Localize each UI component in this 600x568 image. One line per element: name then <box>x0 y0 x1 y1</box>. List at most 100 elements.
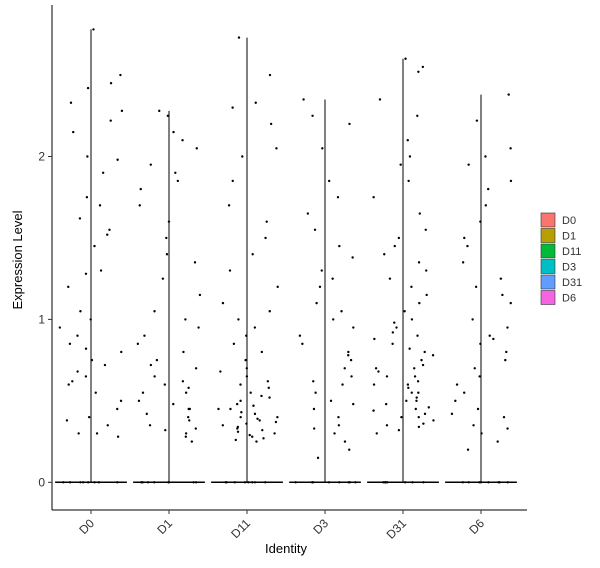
data-point <box>391 342 394 346</box>
data-point <box>69 101 73 104</box>
data-point <box>108 228 111 232</box>
data-point <box>253 412 257 416</box>
data-point <box>194 367 198 370</box>
data-point <box>347 350 350 354</box>
data-point <box>404 57 407 60</box>
data-point <box>348 448 351 451</box>
data-point <box>249 391 252 394</box>
data-point <box>86 155 89 158</box>
data-point <box>320 269 323 272</box>
data-point <box>416 114 419 117</box>
data-point <box>276 285 279 289</box>
data-point <box>256 417 259 420</box>
data-point <box>192 481 195 484</box>
data-point <box>427 406 430 409</box>
data-point <box>184 391 188 394</box>
data-point <box>119 399 123 403</box>
data-point <box>343 440 347 443</box>
data-point <box>352 402 355 406</box>
data-point <box>78 217 82 220</box>
data-point <box>418 212 421 215</box>
legend-swatch <box>540 274 556 290</box>
data-point <box>228 269 232 272</box>
data-point <box>417 261 421 264</box>
data-point <box>333 432 336 435</box>
data-point <box>504 358 507 362</box>
data-point <box>153 481 156 484</box>
data-point <box>393 244 396 248</box>
data-point <box>497 481 500 484</box>
data-point <box>454 399 457 403</box>
data-point <box>245 334 248 337</box>
data-point <box>405 399 408 403</box>
data-point <box>181 380 185 383</box>
data-point <box>484 155 487 158</box>
data-point <box>327 481 331 484</box>
data-point <box>321 147 324 150</box>
data-point <box>373 337 376 341</box>
data-point <box>138 204 141 207</box>
data-point <box>351 256 354 259</box>
data-point <box>410 285 413 289</box>
data-point <box>158 109 161 113</box>
data-point <box>161 277 165 280</box>
data-point <box>268 73 272 77</box>
data-point <box>99 269 103 272</box>
data-point <box>258 419 261 422</box>
data-point <box>417 415 420 419</box>
data-point <box>97 481 101 484</box>
data-point <box>85 196 89 199</box>
data-point <box>255 440 258 443</box>
data-point <box>231 179 234 183</box>
data-point <box>234 438 237 442</box>
data-point <box>250 481 254 484</box>
data-point <box>478 375 481 378</box>
data-point <box>172 402 175 406</box>
y-tick-label: 2 <box>38 150 45 164</box>
data-point <box>475 119 479 122</box>
data-point <box>252 404 255 407</box>
data-point <box>229 407 232 411</box>
data-point <box>148 424 152 427</box>
data-point <box>461 481 465 484</box>
x-tick-label: D31 <box>384 516 410 542</box>
y-tick-label: 1 <box>38 312 45 326</box>
data-point <box>109 119 112 122</box>
data-point <box>274 420 278 424</box>
data-point <box>184 432 188 435</box>
data-point <box>372 196 375 199</box>
data-point <box>193 261 197 264</box>
legend-swatch <box>540 290 556 305</box>
legend-label: D0 <box>562 215 576 227</box>
data-point <box>312 427 316 430</box>
legend-swatch <box>540 243 556 259</box>
data-point <box>236 430 240 434</box>
data-point <box>507 93 510 96</box>
data-point <box>403 310 406 313</box>
data-point <box>239 383 242 386</box>
data-point <box>67 383 70 386</box>
data-point <box>149 163 152 166</box>
data-point <box>190 440 194 443</box>
data-point <box>395 326 398 329</box>
data-point <box>312 380 315 383</box>
data-point <box>247 481 250 484</box>
data-point <box>237 36 241 39</box>
data-point <box>506 481 509 484</box>
data-point <box>350 375 353 378</box>
data-point <box>264 236 267 240</box>
data-point <box>331 277 334 280</box>
data-point <box>72 130 75 134</box>
data-point <box>343 367 346 370</box>
data-point <box>406 383 410 386</box>
data-point <box>245 375 249 378</box>
data-point <box>217 407 220 411</box>
y-tick-label: 0 <box>38 475 45 489</box>
data-point <box>399 163 402 166</box>
data-point <box>172 130 175 134</box>
data-point <box>248 433 251 437</box>
x-tick-label: D0 <box>76 516 97 537</box>
data-point <box>455 383 459 386</box>
data-point <box>95 432 99 435</box>
data-point <box>265 220 268 223</box>
